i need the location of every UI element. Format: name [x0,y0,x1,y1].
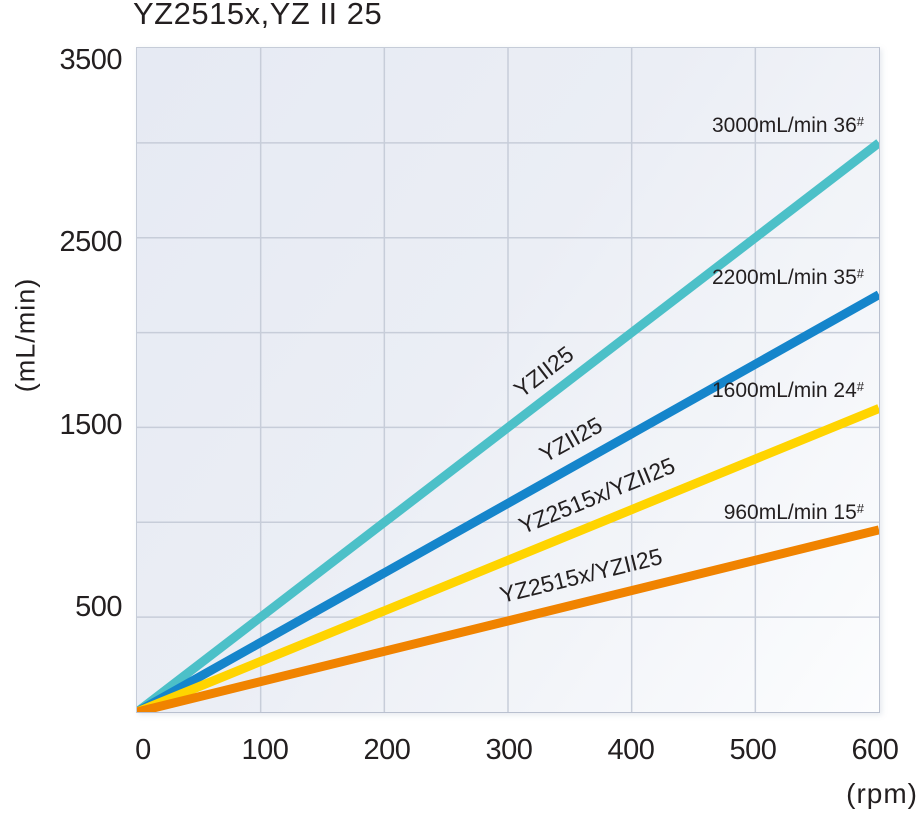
x-tick-label: 500 [729,734,777,766]
plot-svg [137,48,879,712]
y-tick-label: 500 [75,591,122,623]
data-line [137,139,879,712]
x-tick-label: 400 [607,734,655,766]
x-tick-label: 600 [851,734,899,766]
tube-size-hash: # [856,500,864,516]
x-tick-label: 200 [363,734,411,766]
y-tick-label: 2500 [59,226,122,259]
tube-size-hash: # [856,113,864,129]
flow-rate-text: 2200mL/min 35 [712,265,857,289]
data-line [137,290,879,712]
flow-rate-text: 1600mL/min 24 [712,379,857,403]
flow-rate-end-label: 2200mL/min 35# [712,266,864,290]
x-tick-label: 100 [241,734,289,766]
flow-rate-text: 3000mL/min 36 [712,113,857,137]
flow-rate-end-label: 960mL/min 15# [724,501,864,525]
tube-size-hash: # [856,265,864,281]
flow-rate-text: 960mL/min 15 [723,500,857,524]
flow-rate-end-label: 3000mL/min 36# [712,114,864,138]
y-tick-label: 3500 [59,44,122,76]
tube-size-hash: # [856,379,864,395]
data-line [137,404,879,712]
y-tick-label: 1500 [59,408,122,441]
y-axis-title: (mL/min) [10,277,41,393]
chart-title: YZ2515x,YZ II 25 [133,0,383,31]
x-tick-label: 0 [135,734,151,766]
x-axis-title: (rpm) [846,778,918,809]
data-line [137,525,879,712]
plot-area [136,47,880,713]
flow-rate-end-label: 1600mL/min 24# [712,379,864,403]
x-tick-label: 300 [485,734,533,766]
